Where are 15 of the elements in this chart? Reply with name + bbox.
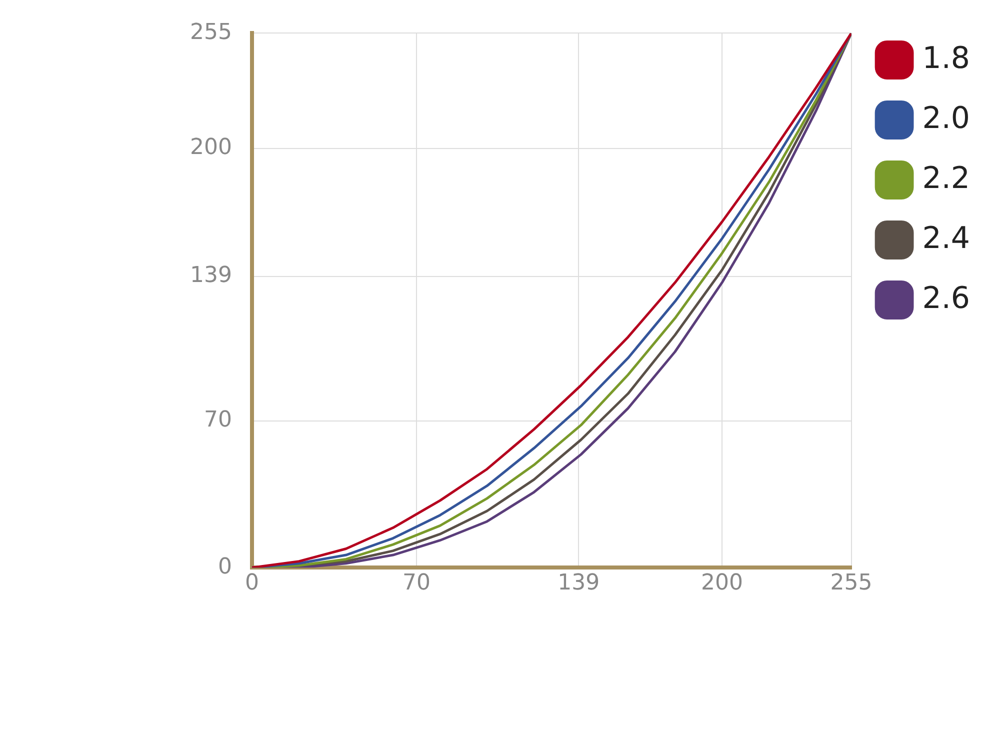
x-tick-label: 200 [701,570,744,596]
legend-label: 2.0 [922,100,970,136]
x-tick-label: 70 [402,570,431,596]
x-tick-label: 139 [558,570,600,596]
x-tick-label: 255 [830,570,872,596]
legend-label: 2.2 [922,160,970,196]
x-tick-label: 0 [244,570,259,596]
y-tick-label: 255 [190,20,232,45]
legend-label: 2.4 [922,220,970,256]
y-tick-label: 70 [204,408,232,433]
legend-label: 2.6 [922,280,970,316]
legend-label: 1.8 [922,40,970,76]
y-tick-label: 200 [190,135,232,160]
y-tick-label: 0 [218,554,232,580]
y-tick-label: 139 [190,263,232,288]
